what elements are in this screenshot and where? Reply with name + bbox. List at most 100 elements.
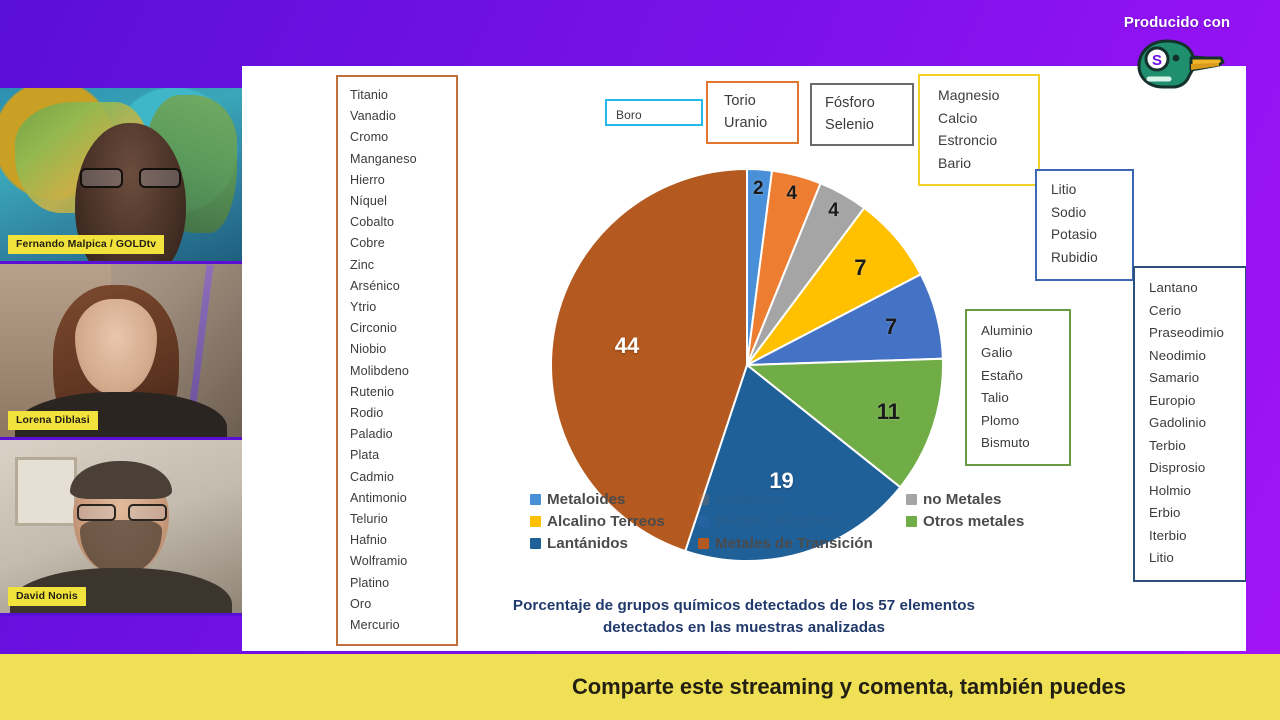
element-name: Ytrio	[350, 300, 377, 315]
element-name: Aluminio	[981, 323, 1033, 338]
element-name: Manganeso	[350, 151, 417, 166]
element-name: Iterbio	[1149, 527, 1187, 543]
element-name: Sodio	[1051, 204, 1087, 220]
element-name: Disprosio	[1149, 460, 1206, 475]
element-box-metales-alcalinos: Litio Sodio Potasio Rubidio	[1035, 169, 1134, 281]
element-name: Cadmio	[350, 469, 394, 484]
legend-label: Lantánidos	[547, 535, 629, 552]
legend-label: Alcalino Terreos	[547, 513, 665, 530]
pie-chart: 2 4 4 7 7 11 19 44	[547, 165, 947, 565]
participant-3-hair	[70, 460, 172, 499]
pie-slice	[550, 167, 748, 553]
element-name: Antimonio	[350, 490, 407, 505]
element-name: Vanadio	[350, 109, 396, 124]
element-name: Europio	[1149, 392, 1196, 408]
legend-item: no Metales	[906, 491, 1160, 508]
chart-caption: Porcentaje de grupos químicos detectados…	[242, 595, 1246, 639]
element-name: Cobre	[350, 236, 385, 251]
participant-3-beard	[79, 519, 163, 575]
element-name: Uranio	[724, 115, 768, 131]
participant-tiles: Fernando Malpica / GOLDtv Lorena Diblasi…	[0, 88, 242, 616]
legend-swatch	[530, 516, 541, 527]
element-name: Cromo	[350, 130, 389, 145]
element-name: Telurio	[350, 512, 388, 527]
produced-with-label: Producido con	[1123, 14, 1231, 31]
legend-item: Metaloides	[530, 491, 698, 508]
element-name: Selenio	[825, 117, 875, 133]
element-name: Cerio	[1149, 302, 1182, 318]
element-name: Plomo	[981, 412, 1020, 428]
streamyard-branding: Producido con S StreamYard	[1082, 14, 1272, 144]
element-name: Wolframio	[350, 554, 408, 569]
legend-swatch	[530, 494, 541, 505]
element-box-alcalino-terreos: Magnesio Calcio Estroncio Bario	[918, 74, 1040, 186]
element-name: Estaño	[981, 367, 1023, 383]
element-name: Molibdeno	[350, 363, 410, 378]
participant-tile-2[interactable]: Lorena Diblasi	[0, 264, 242, 440]
legend-swatch	[698, 516, 709, 527]
wall-picture-frame	[14, 457, 78, 527]
element-name: Cobalto	[350, 215, 395, 230]
legend-item: Lantánidos	[530, 535, 698, 552]
element-name: Neodimio	[1149, 347, 1206, 363]
legend-swatch	[906, 516, 917, 527]
participant-1-nameplate: Fernando Malpica / GOLDtv	[8, 235, 165, 254]
legend-item: Otros metales	[906, 513, 1160, 530]
bottom-ticker-banner: Comparte este streaming y comenta, tambi…	[0, 654, 1280, 720]
element-name: Zinc	[350, 257, 375, 272]
element-name: Bismuto	[981, 435, 1030, 451]
element-name: Titanio	[350, 88, 389, 102]
element-name: Gadolinio	[1149, 415, 1207, 430]
element-name: Praseodimio	[1149, 325, 1225, 340]
element-name: Galio	[981, 345, 1013, 361]
element-name: Boro	[616, 108, 642, 122]
pie-chart-svg	[550, 167, 944, 562]
legend-swatch	[698, 494, 709, 505]
legend-label: Metales Alcalinos	[715, 513, 842, 530]
glasses-icon	[79, 167, 182, 189]
element-box-metaloides: Boro	[605, 99, 703, 126]
element-name: Platino	[350, 575, 390, 590]
element-box-metales-transicion: Titanio Vanadio Cromo Manganeso Hierro Níquel…	[336, 75, 458, 647]
legend-swatch	[698, 538, 709, 549]
element-name: Rutenio	[350, 384, 395, 399]
element-name: Estroncio	[938, 132, 998, 148]
element-name: Talio	[981, 390, 1009, 406]
element-box-no-metales: Fósforo Selenio	[810, 83, 914, 146]
element-name: Arsénico	[350, 278, 400, 293]
legend-label: Metaloides	[547, 491, 626, 508]
element-name: Oro	[350, 596, 372, 611]
element-name: Rodio	[350, 406, 384, 421]
element-name: Samario	[1149, 370, 1200, 385]
element-name: Magnesio	[938, 87, 1000, 103]
element-name: Hafnio	[350, 533, 388, 548]
element-name: Niobio	[350, 342, 387, 357]
element-box-otros-metales: Aluminio Galio Estaño Talio Plomo Bismuto	[965, 309, 1071, 467]
participant-tile-3[interactable]: David Nonis	[0, 440, 242, 616]
legend-item: Metales de Transición	[698, 535, 906, 552]
svg-text:S: S	[1152, 52, 1162, 69]
legend-label: Actínidos	[715, 491, 785, 508]
element-name: Circonio	[350, 321, 397, 336]
element-name: Erbio	[1149, 505, 1181, 520]
shared-slide[interactable]: Titanio Vanadio Cromo Manganeso Hierro Níquel…	[242, 66, 1246, 651]
element-name: Litio	[1051, 182, 1077, 197]
element-name: Potasio	[1051, 227, 1098, 242]
participant-3-nameplate: David Nonis	[8, 587, 86, 606]
element-name: Fósforo	[825, 95, 875, 111]
glasses-icon	[77, 504, 167, 522]
element-name: Terbio	[1149, 437, 1186, 453]
legend-swatch	[906, 494, 917, 505]
element-name: Rubidio	[1051, 249, 1098, 265]
element-name: Holmio	[1149, 482, 1191, 498]
participant-2-nameplate: Lorena Diblasi	[8, 411, 98, 430]
legend-item: Metales Alcalinos	[698, 513, 906, 530]
legend-label: Metales de Transición	[715, 535, 873, 552]
element-box-lantanidos: Lantano Cerio Praseodimio Neodimio Samario Eu…	[1133, 266, 1246, 582]
legend-item: Alcalino Terreos	[530, 513, 698, 530]
chart-legend: Metaloides Actínidos no Metales Alcalino Te…	[530, 491, 1160, 552]
pie-slice	[744, 357, 944, 489]
participant-tile-1[interactable]: Fernando Malpica / GOLDtv	[0, 88, 242, 264]
element-name: Paladio	[350, 427, 393, 442]
